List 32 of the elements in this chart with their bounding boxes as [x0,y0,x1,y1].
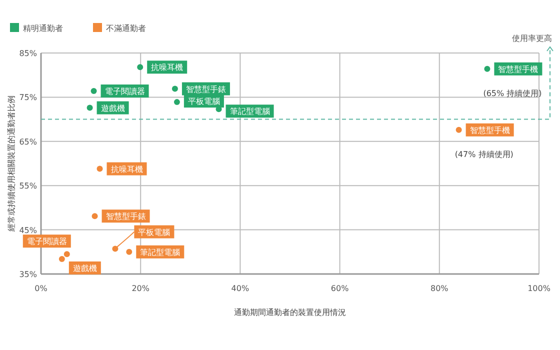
y-tick-label: 85% [19,49,38,58]
ref-line-label: 使用率更高 [512,34,552,43]
annotation: 智慧型手機 [470,126,510,135]
point [64,251,70,258]
annotation: 智慧型手錶 [106,212,146,222]
x-tick-label: 80% [430,284,449,293]
point [112,246,118,252]
legend-label: 不滿通勤者 [106,24,146,33]
y-tick-label: 35% [19,270,38,279]
y-tick-label: 45% [19,226,38,235]
point [58,256,65,262]
x-tick-label: 60% [330,284,350,293]
legend-label: 精明通勤者 [23,24,63,33]
x-tick-label: 40% [231,284,250,293]
point [126,248,132,255]
x-tick-label: 0% [34,284,48,293]
annotation: 抗噪耳機 [110,164,143,174]
y-tick-label: 55% [19,182,38,191]
x-tick-label: 100% [528,284,551,293]
y-axis-title: 經常或持續使用相關裝置的通勤者比例 [7,96,16,232]
y-tick-label: 65% [19,137,38,146]
annotation: 遊戲機 [72,264,97,273]
x-tick-label: 20% [132,284,150,293]
annotation: 平板電腦 [138,228,170,237]
point [96,166,103,172]
x-axis-title: 通勤期間通勤者的裝置使用情況 [234,308,346,317]
annotation: 筆記型電腦 [140,248,180,257]
annotation: (47% 持續使用) [454,150,514,159]
point [92,213,98,220]
y-tick-label: 75% [19,93,38,102]
annotation: 電子閱讀器 [26,237,67,246]
point [456,126,462,133]
